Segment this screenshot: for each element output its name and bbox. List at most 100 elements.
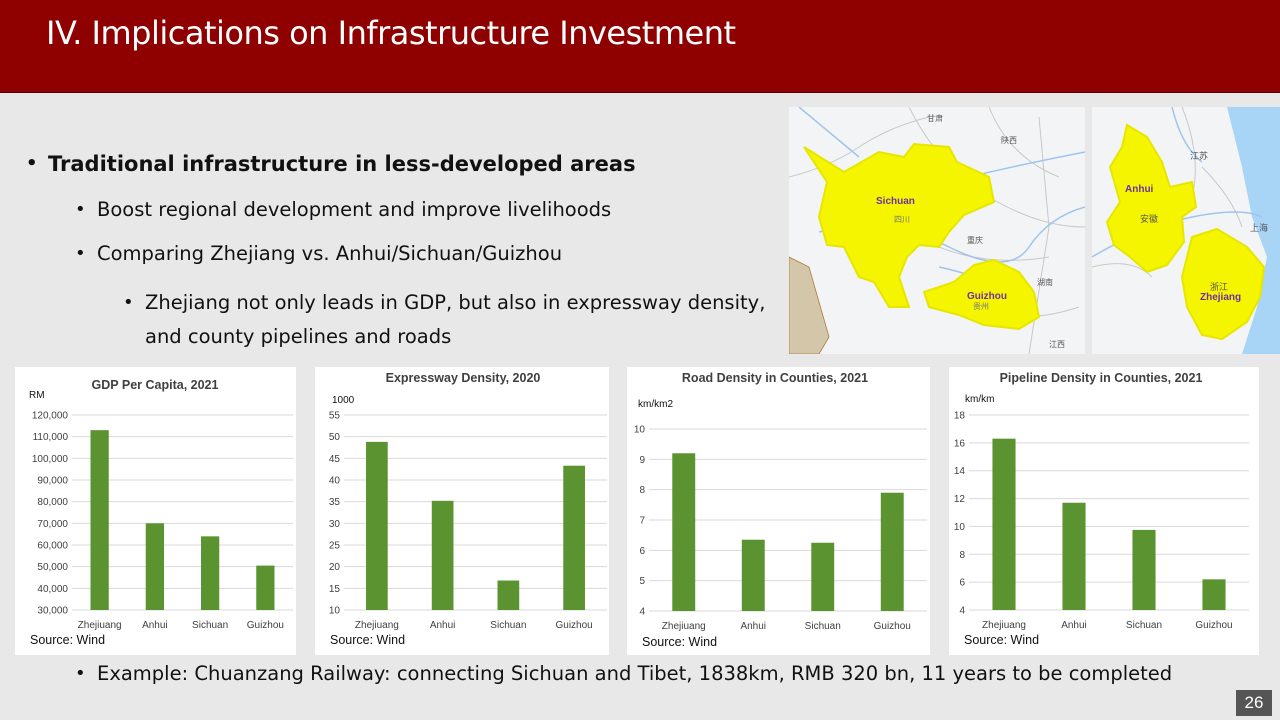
x-tick-label: Zhejiuang [78, 620, 122, 631]
bar-anhui [1062, 502, 1086, 610]
y-tick-label: 14 [954, 466, 966, 477]
chart-road-density: Road Density in Counties, 2021 km/km2 4 5 6 7… [627, 367, 930, 655]
map-label-hunan: 湖南 [1037, 277, 1053, 287]
x-tick-label: Anhui [740, 621, 766, 632]
x-tick-label: Sichuan [1126, 620, 1162, 631]
chart-expressway-density: Expressway Density, 2020 1000 10 15 20 25 30 35… [315, 367, 609, 655]
chart-title: Road Density in Counties, 2021 [682, 371, 868, 385]
guizhou-region [922, 258, 1041, 331]
map-label-shaanxi: 陕西 [1001, 135, 1017, 145]
bullet-sub3-line2: and county pipelines and roads [145, 325, 452, 348]
chart-title: Expressway Density, 2020 [386, 371, 541, 385]
bar-zhejiuang [90, 430, 109, 610]
bar-guizhou [256, 565, 275, 610]
map-label-shanghai: 上海 [1250, 222, 1268, 234]
chart-title: Pipeline Density in Counties, 2021 [1000, 371, 1203, 385]
map-label-zhejiang: Zhejiang [1200, 292, 1241, 303]
bullet-sub2-text: Comparing Zhejiang vs. Anhui/Sichuan/Gui… [97, 242, 563, 265]
bar-sichuan [811, 542, 835, 611]
chart-svg: Expressway Density, 2020 1000 10 15 20 25 30 35… [329, 371, 607, 631]
bullet-main: • Traditional infrastructure in less-deve… [26, 152, 636, 176]
bar-anhui [741, 539, 765, 611]
x-tick-label: Guizhou [1195, 620, 1232, 631]
y-tick-label: 30,000 [37, 606, 68, 617]
slide-title: IV. Implications on Infrastructure Inves… [46, 14, 736, 52]
x-tick-label: Sichuan [192, 620, 228, 631]
chart-svg: Pipeline Density in Counties, 2021 km/km 4… [954, 371, 1249, 631]
bullet-example: • Example: Chuanzang Railway: connecting … [75, 662, 1173, 685]
x-tick-label: Zhejiuang [662, 621, 706, 632]
y-tick-label: 6 [639, 546, 645, 557]
chart-gdp-per-capita: GDP Per Capita, 2021 RM 30,000 40,000 50,000… [15, 367, 296, 655]
chart-pipeline-density: Pipeline Density in Counties, 2021 km/km 4… [949, 367, 1259, 655]
chart-source: Source: Wind [30, 633, 106, 647]
sichuan-region [803, 142, 996, 308]
y-tick-label: 45 [329, 454, 341, 465]
y-tick-label: 18 [954, 411, 966, 422]
y-tick-label: 80,000 [37, 497, 68, 508]
bar-anhui [145, 523, 164, 610]
map-label-guizhou: Guizhou [967, 291, 1007, 302]
map-label-anhui: Anhui [1125, 184, 1154, 195]
zhejiang-region [1180, 227, 1266, 341]
y-tick-label: 120,000 [32, 411, 69, 422]
y-tick-label: 8 [639, 485, 645, 496]
chart-title: GDP Per Capita, 2021 [92, 378, 219, 392]
y-tick-label: 10 [954, 522, 966, 533]
bar-zhejiuang [672, 453, 696, 611]
y-tick-label: 4 [959, 606, 965, 617]
x-tick-label: Guizhou [874, 621, 911, 632]
y-tick-label: 10 [329, 606, 341, 617]
x-tick-label: Zhejiuang [982, 620, 1026, 631]
bullet-sub3: • Zhejiang not only leads in GDP, but als… [123, 286, 765, 354]
y-tick-label: 40 [329, 476, 341, 487]
x-tick-label: Sichuan [490, 620, 526, 631]
x-tick-label: Anhui [142, 620, 168, 631]
bar-zhejiuang [992, 438, 1016, 610]
bar-anhui [431, 500, 454, 610]
map-label-sichuan: Sichuan [876, 196, 915, 207]
y-tick-label: 60,000 [37, 541, 68, 552]
bullet-sub2: • Comparing Zhejiang vs. Anhui/Sichuan/Gu… [75, 242, 563, 265]
anhui-region [1105, 123, 1198, 274]
y-tick-label: 25 [329, 541, 341, 552]
map-label-zhejiang-cn: 浙江 [1210, 281, 1228, 293]
y-tick-label: 4 [639, 607, 645, 618]
y-tick-label: 15 [329, 584, 341, 595]
y-tick-label: 35 [329, 497, 341, 508]
map-label-anhui-cn: 安徽 [1140, 213, 1158, 225]
chart-unit-label: RM [29, 390, 45, 401]
y-tick-label: 40,000 [37, 584, 68, 595]
x-tick-label: Sichuan [805, 621, 841, 632]
bullet-main-text: Traditional infrastructure in less-devel… [48, 152, 636, 176]
bar-guizhou [563, 465, 585, 610]
chart-source: Source: Wind [642, 635, 718, 649]
map-label-jiangxi: 江西 [1049, 340, 1065, 349]
y-tick-label: 100,000 [32, 454, 69, 465]
page-number: 26 [1236, 690, 1272, 716]
y-tick-label: 7 [639, 516, 645, 527]
bar-zhejiuang [366, 441, 388, 610]
y-tick-label: 70,000 [37, 519, 68, 530]
y-tick-label: 90,000 [37, 476, 68, 487]
x-tick-label: Guizhou [247, 620, 284, 631]
y-tick-label: 30 [329, 519, 341, 530]
chart-source: Source: Wind [964, 633, 1040, 647]
x-tick-label: Guizhou [556, 620, 593, 631]
y-tick-label: 9 [639, 455, 645, 466]
map-label-sichuan-cn: 四川 [894, 215, 910, 224]
map-label-guizhou-cn: 贵州 [973, 301, 989, 311]
bullet-sub1: • Boost regional development and improve … [75, 198, 612, 221]
bullet-sub1-text: Boost regional development and improve l… [97, 198, 612, 221]
bar-guizhou [1202, 579, 1226, 610]
y-tick-label: 20 [329, 562, 341, 573]
y-tick-label: 10 [634, 425, 646, 436]
bar-guizhou [880, 492, 904, 611]
bullet-sub3-line1: Zhejiang not only leads in GDP, but also… [145, 291, 766, 314]
y-tick-label: 110,000 [33, 432, 69, 443]
y-tick-label: 50 [329, 432, 341, 443]
map-sichuan-guizhou: Sichuan Guizhou 甘肃 陕西 四川 重庆 湖南 贵州 江西 [789, 107, 1085, 354]
x-tick-label: Anhui [1061, 620, 1087, 631]
y-tick-label: 5 [639, 576, 645, 587]
y-tick-label: 16 [954, 438, 966, 449]
